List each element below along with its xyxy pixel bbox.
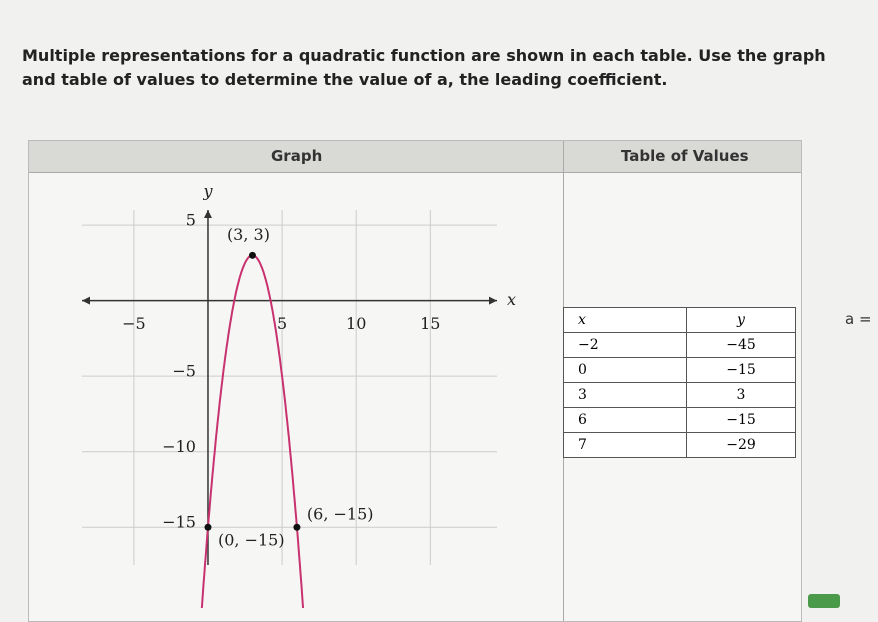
point-label: (0, −15) <box>218 531 285 550</box>
table-cell: x <box>563 307 687 333</box>
page: Multiple representations for a quadratic… <box>22 46 872 622</box>
point <box>293 523 301 531</box>
x-tick-label: −5 <box>122 314 146 333</box>
table-cell: 3 <box>686 382 796 408</box>
point-label: (6, −15) <box>307 505 374 524</box>
question: Multiple representations for a quadratic… <box>22 46 826 89</box>
table-cell: 0 <box>563 357 687 383</box>
table-row: 7 −29 <box>563 432 796 458</box>
table-cell: 6 <box>563 407 687 433</box>
arrow <box>82 210 497 305</box>
x-tick-label: 15 <box>420 314 440 333</box>
table-cell: −29 <box>686 432 796 458</box>
answer-label: a = <box>845 310 872 328</box>
graph: −5 5 10 15 5 −5 −10 −15 x y (3, 3) (0, −15) (6, −15) <box>82 182 516 608</box>
y-tick-label: −15 <box>162 513 196 532</box>
table-header: Table of Values <box>621 147 749 165</box>
values-table: x y −2 −45 0 −15 3 3 6 −15 7 −29 <box>563 307 796 458</box>
parabola <box>200 254 305 608</box>
panel-header: Graph Table of Values <box>29 141 801 173</box>
table-cell: −15 <box>686 357 796 383</box>
table-row: 0 −15 <box>563 357 796 383</box>
table-row: 6 −15 <box>563 407 796 433</box>
table-cell: 3 <box>563 382 687 408</box>
table-cell: −15 <box>686 407 796 433</box>
table-cell: −2 <box>563 332 687 358</box>
x-tick-label: 10 <box>346 314 366 333</box>
y-tick-label: −5 <box>172 362 196 381</box>
y-tick-label: 5 <box>186 211 196 230</box>
x-tick-label: 5 <box>277 314 287 333</box>
table-cell: y <box>686 307 796 333</box>
point <box>204 523 212 531</box>
point-label: (3, 3) <box>227 225 270 244</box>
table-row: −2 −45 <box>563 332 796 358</box>
button[interactable] <box>808 594 840 608</box>
y-axis-label: y <box>202 182 213 201</box>
table-cell: −45 <box>686 332 796 358</box>
y-tick-label: −10 <box>162 437 196 456</box>
point <box>248 251 256 259</box>
table-cell: 7 <box>563 432 687 458</box>
graph-header: Graph <box>271 147 323 165</box>
x-axis-label: x <box>507 290 516 309</box>
